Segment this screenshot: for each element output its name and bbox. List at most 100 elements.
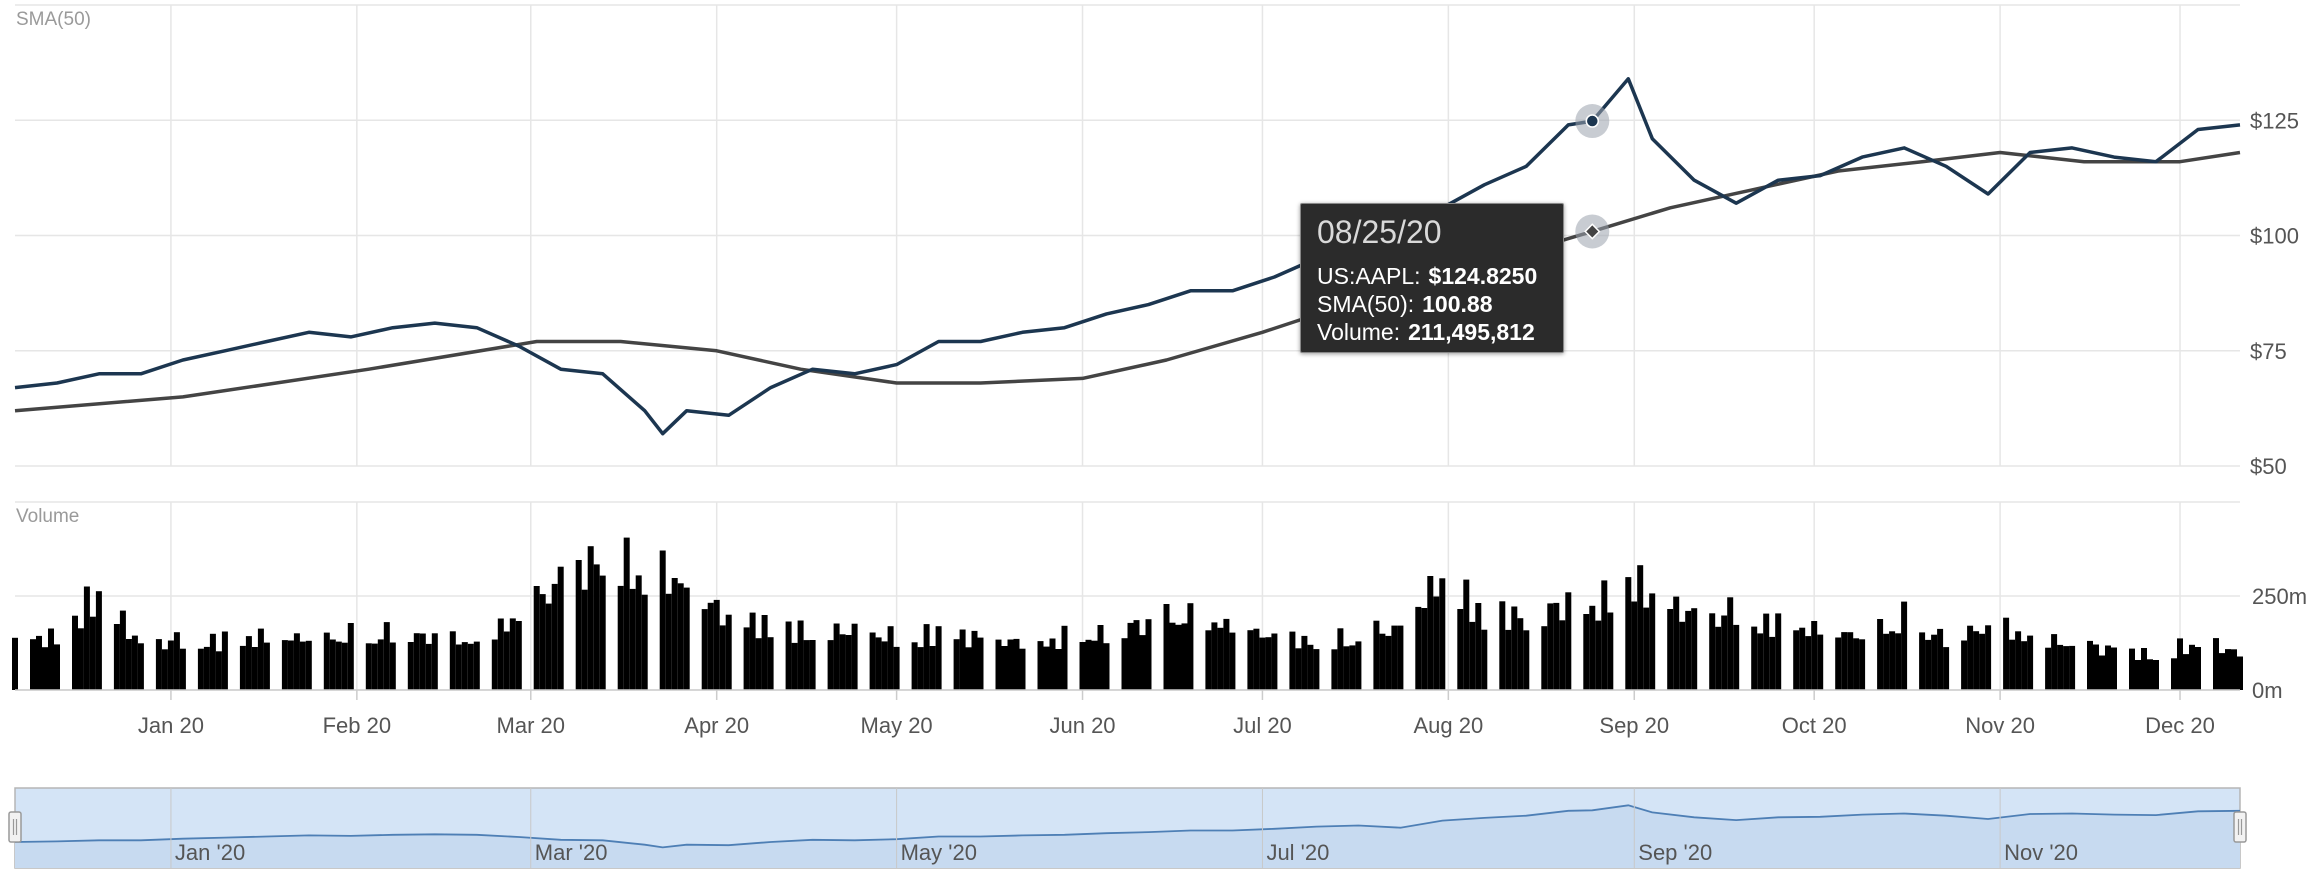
volume-bar [1733, 624, 1740, 690]
volume-bar [467, 643, 474, 690]
volume-bar [1631, 601, 1638, 690]
volume-bar [1559, 620, 1566, 690]
volume-bar [893, 646, 900, 690]
x-tick-label: Jan 20 [138, 713, 204, 738]
volume-bar [791, 642, 798, 690]
volume-bar [1685, 610, 1692, 690]
price-pane-title: SMA(50) [16, 9, 91, 30]
volume-bar [1565, 592, 1572, 690]
volume-bar [2087, 640, 2093, 690]
volume-bar [77, 628, 84, 690]
navigator-series-area [15, 805, 2240, 868]
price-hover-marker [1585, 114, 1600, 128]
volume-bar [977, 637, 984, 690]
volume-bar [95, 591, 102, 690]
navigator[interactable]: Jan '20 Mar '20 May '20 Jul '20 Sep '20 Nov '… [8, 787, 2247, 869]
volume-bar [1163, 604, 1170, 690]
volume-bar [461, 642, 468, 690]
navigator-left-handle[interactable] [8, 811, 22, 843]
volume-bar [2141, 648, 2147, 690]
x-tick-label: Aug 20 [1413, 713, 1483, 738]
volume-bar [1793, 630, 1800, 690]
volume-bar [2099, 655, 2105, 690]
volume-bar [293, 633, 300, 690]
x-tick-label: Mar 20 [497, 713, 565, 738]
volume-bar [1889, 631, 1896, 690]
volume-bar [2003, 617, 2010, 690]
volume-bar [113, 624, 120, 690]
volume-bar [239, 645, 246, 690]
volume-bar [1049, 638, 1056, 690]
volume-bar [1751, 626, 1758, 690]
x-tick-label: Jun 20 [1049, 713, 1115, 738]
volume-bar [911, 642, 918, 690]
volume-bar [1649, 593, 1656, 690]
volume-bar [1211, 622, 1218, 690]
volume-bar [1223, 618, 1230, 690]
tooltip-row-volume: Volume 211,495,812 [1317, 319, 1535, 346]
volume-bar [1331, 649, 1338, 690]
volume-bar [959, 629, 966, 690]
volume-bar [1271, 633, 1278, 690]
volume-bar [155, 639, 162, 690]
volume-bar [2021, 641, 2028, 690]
volume-bar [1667, 609, 1674, 690]
volume-bar [2219, 653, 2225, 690]
volume-bar [887, 626, 894, 690]
volume-bar [755, 638, 762, 690]
volume-bar [305, 640, 312, 690]
volume-bar [677, 583, 684, 690]
volume-bar [581, 589, 588, 690]
volume-bar [455, 644, 462, 690]
volume-bar [713, 599, 720, 690]
volume-bar [365, 643, 372, 690]
volume-bar [593, 564, 600, 690]
volume-bar [557, 566, 564, 690]
volume-bar [1931, 634, 1938, 690]
volume-bar [1127, 622, 1134, 690]
volume-bar [341, 642, 348, 690]
volume-bar [1229, 632, 1236, 690]
tooltip: 08/25/20 US:AAPL$124.8250 SMA(50)100.88 … [1300, 203, 1564, 353]
volume-bar [473, 641, 480, 690]
volume-bar [347, 623, 354, 690]
x-tick-label: Apr 20 [684, 713, 749, 738]
tooltip-row-price: US:AAPL $124.8250 [1317, 263, 1537, 290]
volume-bar [2069, 645, 2076, 690]
volume-bar [617, 585, 624, 690]
volume-pane-title: Volume [16, 506, 79, 527]
volume-bar [263, 642, 270, 690]
volume-bar [971, 630, 978, 690]
volume-bar [89, 616, 96, 690]
navigator-tick-label: May '20 [901, 840, 977, 865]
volume-bar [725, 614, 732, 690]
volume-bar [215, 651, 222, 690]
handle-grip [8, 811, 22, 843]
volume-bar [2153, 660, 2159, 690]
volume-bar [1481, 629, 1488, 690]
volume-bar [767, 637, 774, 690]
volume-y-tick-label: 250m [2252, 584, 2307, 609]
volume-bar [497, 618, 504, 690]
volume-bar [869, 632, 876, 690]
sma-50-line [14, 150, 2241, 413]
volume-bar [1019, 648, 1026, 690]
volume-bar [833, 623, 840, 690]
volume-bar [1175, 624, 1182, 690]
volume-bar [2015, 631, 2022, 690]
volume-bar [761, 615, 768, 690]
volume-bar [299, 641, 306, 690]
volume-bar [1505, 629, 1512, 690]
volume-bar [1643, 607, 1650, 690]
navigator-tick-label: Jan '20 [175, 840, 245, 865]
volume-bar [12, 637, 18, 690]
volume-bar [371, 643, 378, 690]
volume-bar [1421, 608, 1428, 690]
volume-bar [197, 648, 204, 690]
tooltip-volume-value: 211,495,812 [1408, 319, 1535, 345]
volume-bar [389, 642, 396, 690]
navigator-right-handle[interactable] [2233, 811, 2247, 843]
volume-bar [1259, 637, 1266, 690]
x-tick-label: May 20 [861, 713, 933, 738]
volume-bar [1289, 631, 1296, 690]
